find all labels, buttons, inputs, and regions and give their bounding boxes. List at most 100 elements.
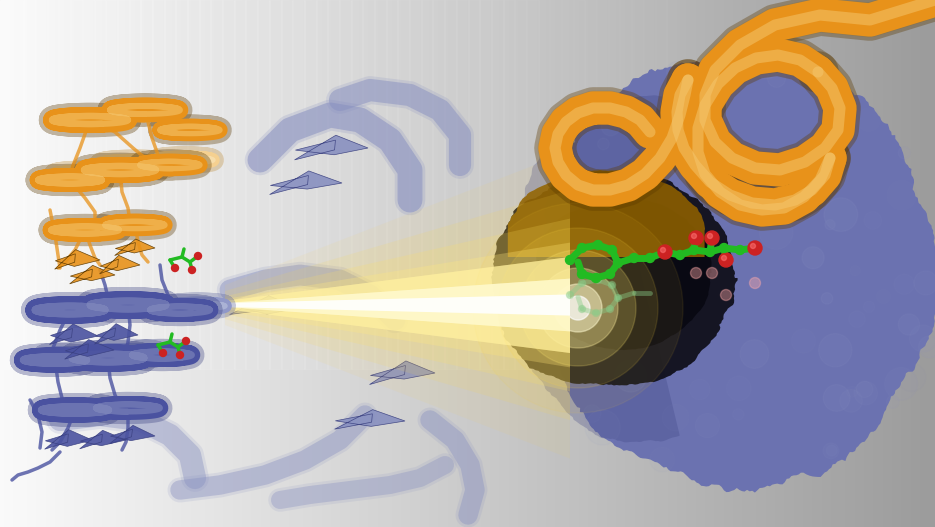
Bar (369, 0, 375, 527)
Circle shape (606, 269, 614, 278)
Bar (243, 0, 249, 527)
Bar (799, 0, 805, 527)
Polygon shape (503, 95, 681, 442)
Bar (70, 0, 76, 527)
Bar (224, 0, 230, 527)
Circle shape (705, 231, 719, 245)
Bar (444, 0, 450, 527)
Bar (737, 0, 749, 369)
Bar (711, 0, 716, 527)
Bar (851, 0, 856, 527)
Bar (631, 0, 644, 369)
Circle shape (194, 252, 202, 259)
Circle shape (675, 250, 684, 259)
Circle shape (554, 284, 602, 332)
Bar (823, 0, 828, 527)
Bar (103, 0, 108, 527)
Bar (556, 0, 562, 527)
Bar (411, 0, 417, 527)
Bar (907, 0, 913, 527)
Bar (795, 0, 800, 527)
Bar (865, 0, 870, 527)
Bar (561, 0, 567, 527)
Bar (729, 0, 735, 527)
Bar (678, 0, 683, 527)
Circle shape (567, 291, 573, 298)
Bar (645, 0, 651, 527)
Bar (360, 0, 366, 527)
Bar (266, 0, 272, 527)
Bar (393, 0, 398, 527)
Circle shape (825, 220, 835, 230)
Bar (198, 0, 211, 369)
Circle shape (886, 396, 899, 408)
Circle shape (910, 325, 935, 352)
Circle shape (592, 274, 600, 282)
Polygon shape (225, 190, 570, 420)
Bar (893, 0, 899, 527)
Circle shape (594, 240, 602, 249)
Bar (341, 0, 347, 527)
Circle shape (824, 198, 857, 231)
Circle shape (823, 385, 850, 412)
Circle shape (160, 349, 166, 356)
Bar (888, 0, 894, 527)
Circle shape (750, 278, 760, 288)
Bar (439, 0, 445, 527)
Bar (701, 0, 714, 369)
Bar (860, 0, 866, 527)
Circle shape (566, 296, 590, 320)
Bar (201, 0, 207, 527)
Circle shape (601, 118, 620, 136)
Circle shape (566, 256, 574, 265)
Bar (164, 0, 177, 369)
Bar (818, 0, 831, 369)
Circle shape (823, 443, 839, 459)
Bar (176, 0, 188, 369)
Bar (98, 0, 104, 527)
Bar (234, 0, 247, 369)
Bar (877, 0, 889, 369)
Bar (575, 0, 581, 527)
Bar (151, 0, 165, 369)
Polygon shape (335, 409, 405, 429)
Bar (739, 0, 744, 527)
Bar (678, 0, 691, 369)
Bar (285, 0, 291, 527)
Circle shape (665, 345, 679, 358)
Circle shape (918, 336, 935, 358)
Bar (276, 0, 281, 527)
Bar (9, 0, 15, 527)
Circle shape (721, 289, 731, 300)
Circle shape (755, 52, 782, 79)
Bar (388, 0, 394, 527)
Bar (421, 0, 426, 527)
Bar (785, 0, 791, 527)
Bar (713, 0, 726, 369)
Bar (453, 0, 459, 527)
Bar (299, 0, 305, 527)
Polygon shape (115, 239, 155, 256)
Bar (853, 0, 866, 369)
Bar (117, 0, 130, 369)
Bar (643, 0, 655, 369)
Circle shape (736, 246, 744, 255)
Circle shape (821, 292, 833, 304)
Bar (164, 0, 169, 527)
Bar (916, 0, 922, 527)
Bar (252, 0, 258, 527)
Circle shape (538, 268, 618, 348)
Bar (500, 0, 506, 527)
Bar (432, 0, 445, 369)
Bar (178, 0, 183, 527)
Bar (795, 0, 808, 369)
Bar (837, 0, 842, 527)
Circle shape (854, 382, 877, 405)
Polygon shape (225, 279, 570, 331)
Bar (154, 0, 160, 527)
Circle shape (189, 267, 195, 274)
Polygon shape (225, 219, 570, 392)
Bar (486, 0, 492, 527)
Bar (206, 0, 211, 527)
Bar (842, 0, 855, 369)
